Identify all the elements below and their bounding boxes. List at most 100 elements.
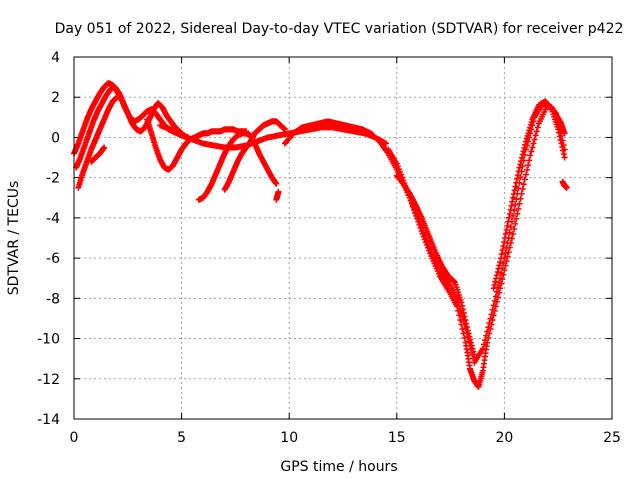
data-point [457,316,464,323]
data-point [500,243,507,250]
data-point [508,202,515,209]
data-point [507,206,514,213]
data-point [492,278,499,285]
data-point [465,330,472,337]
data-point [479,345,486,352]
data-point [490,285,497,292]
series-arc8 [221,118,288,193]
data-point [497,259,504,266]
data-point [511,187,518,194]
data-point [521,176,528,183]
data-point [493,298,500,305]
data-point [516,200,523,207]
data-point [530,140,537,147]
data-point [514,172,521,179]
y-tick-label: -6 [46,251,60,267]
series-arc4 [88,144,108,165]
data-point [520,148,527,155]
data-point [520,181,527,188]
data-point [426,247,433,254]
data-point [518,158,525,165]
series-arc9 [273,188,282,203]
data-point [561,130,568,137]
data-point [471,351,478,358]
data-point [464,323,471,330]
data-point [563,184,570,191]
y-tick-label: -2 [46,171,60,187]
data-point [506,244,513,251]
data-point [525,162,532,169]
data-point [493,272,500,279]
series-arc7 [195,130,280,203]
data-point [512,220,519,227]
data-point [518,154,525,161]
x-tick-label: 15 [388,430,406,446]
x-axis-label: GPS time / hours [280,459,397,475]
data-point [491,307,498,314]
data-point [525,130,532,137]
data-point [527,152,534,159]
data-point [499,276,506,283]
data-point [456,312,463,319]
data-point [506,229,513,236]
data-point [499,247,506,254]
data-point [556,133,563,140]
data-point [491,282,498,289]
data-point [514,175,521,182]
y-tick-label: -10 [37,332,60,348]
data-point [496,289,503,296]
data-point [501,239,508,246]
data-point [504,253,511,260]
data-point [484,339,491,346]
data-point [510,194,517,201]
data-point [557,136,564,143]
data-point [458,321,465,328]
data-point [504,222,511,229]
data-point [505,214,512,221]
data-point [415,218,422,225]
data-point [496,262,503,269]
data-point [501,267,508,274]
data-point [511,225,518,232]
data-point [492,303,499,310]
data-point [512,183,519,190]
data-point [451,278,458,285]
data-point [468,342,475,349]
data-point [498,280,505,287]
series-arc11 [385,102,568,390]
data-point [560,151,567,158]
data-point [527,121,534,128]
data-point [394,163,401,170]
x-tick-label: 25 [603,430,621,446]
data-point [558,140,565,147]
data-point [101,144,108,151]
data-point [419,230,426,237]
data-point [469,345,476,352]
data-point [559,143,566,150]
data-point [497,255,504,262]
series-arc10 [281,100,568,366]
data-point [513,179,520,186]
data-point [547,105,554,112]
data-point [497,285,504,292]
data-point [522,138,529,145]
data-point [461,313,468,320]
data-point [507,223,514,230]
data-point [523,166,530,173]
data-point [454,303,461,310]
data-point [512,201,519,208]
data-point [466,333,473,340]
y-axis-label: SDTVAR / TECUs [6,181,22,296]
data-point [533,128,540,135]
data-point [420,233,427,240]
data-point [502,262,509,269]
data-point [516,164,523,171]
data-point [517,195,524,202]
y-tick-label: -14 [37,412,60,428]
y-tick-label: -8 [46,291,60,307]
data-point [508,235,515,242]
data-point [460,309,467,316]
data-point [486,330,493,337]
data-point [505,249,512,256]
data-point [522,141,529,148]
